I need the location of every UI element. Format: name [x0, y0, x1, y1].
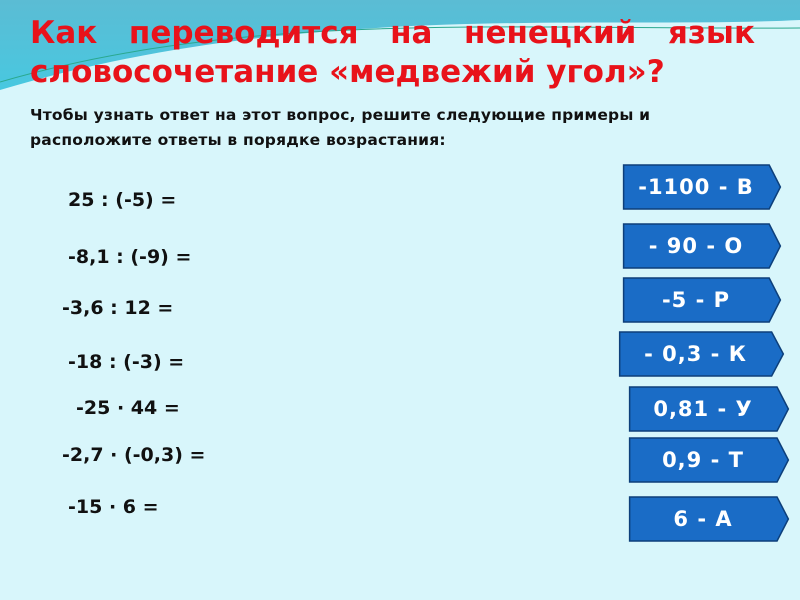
answer-label: - 0,3 - К [644, 342, 747, 366]
answer-label: - 90 - О [648, 234, 744, 258]
expression-4: -18 : (-3) = [68, 351, 185, 373]
title-line-2: словосочетание «медвежий угол»? [30, 54, 665, 90]
expression-7: -15 · 6 = [68, 496, 159, 518]
expression-3: -3,6 : 12 = [62, 297, 174, 319]
answer-card-4[interactable]: - 0,3 - К [618, 331, 785, 377]
expression-5: -25 · 44 = [76, 397, 180, 419]
expression-6: -2,7 · (-0,3) = [62, 444, 206, 466]
expression-1: 25 : (-5) = [68, 189, 177, 211]
answer-label: -1100 - В [638, 175, 754, 199]
answer-card-3[interactable]: -5 - Р [622, 277, 782, 323]
answer-label: 0,9 - Т [662, 448, 744, 472]
answer-card-6[interactable]: 0,9 - Т [628, 437, 790, 483]
answer-card-2[interactable]: - 90 - О [622, 223, 782, 269]
answer-label: 6 - А [673, 507, 733, 531]
answer-card-5[interactable]: 0,81 - У [628, 386, 790, 432]
answer-label: -5 - Р [661, 288, 731, 312]
answer-card-1[interactable]: -1100 - В [622, 164, 782, 210]
answer-card-7[interactable]: 6 - А [628, 496, 790, 542]
title-line-1: Как переводится на ненецкий язык [30, 15, 755, 51]
expression-2: -8,1 : (-9) = [68, 246, 192, 268]
answer-label: 0,81 - У [653, 397, 753, 421]
slide-title: Как переводится на ненецкий язык словосо… [30, 14, 755, 92]
instruction-text: Чтобы узнать ответ на этот вопрос, решит… [30, 106, 651, 149]
